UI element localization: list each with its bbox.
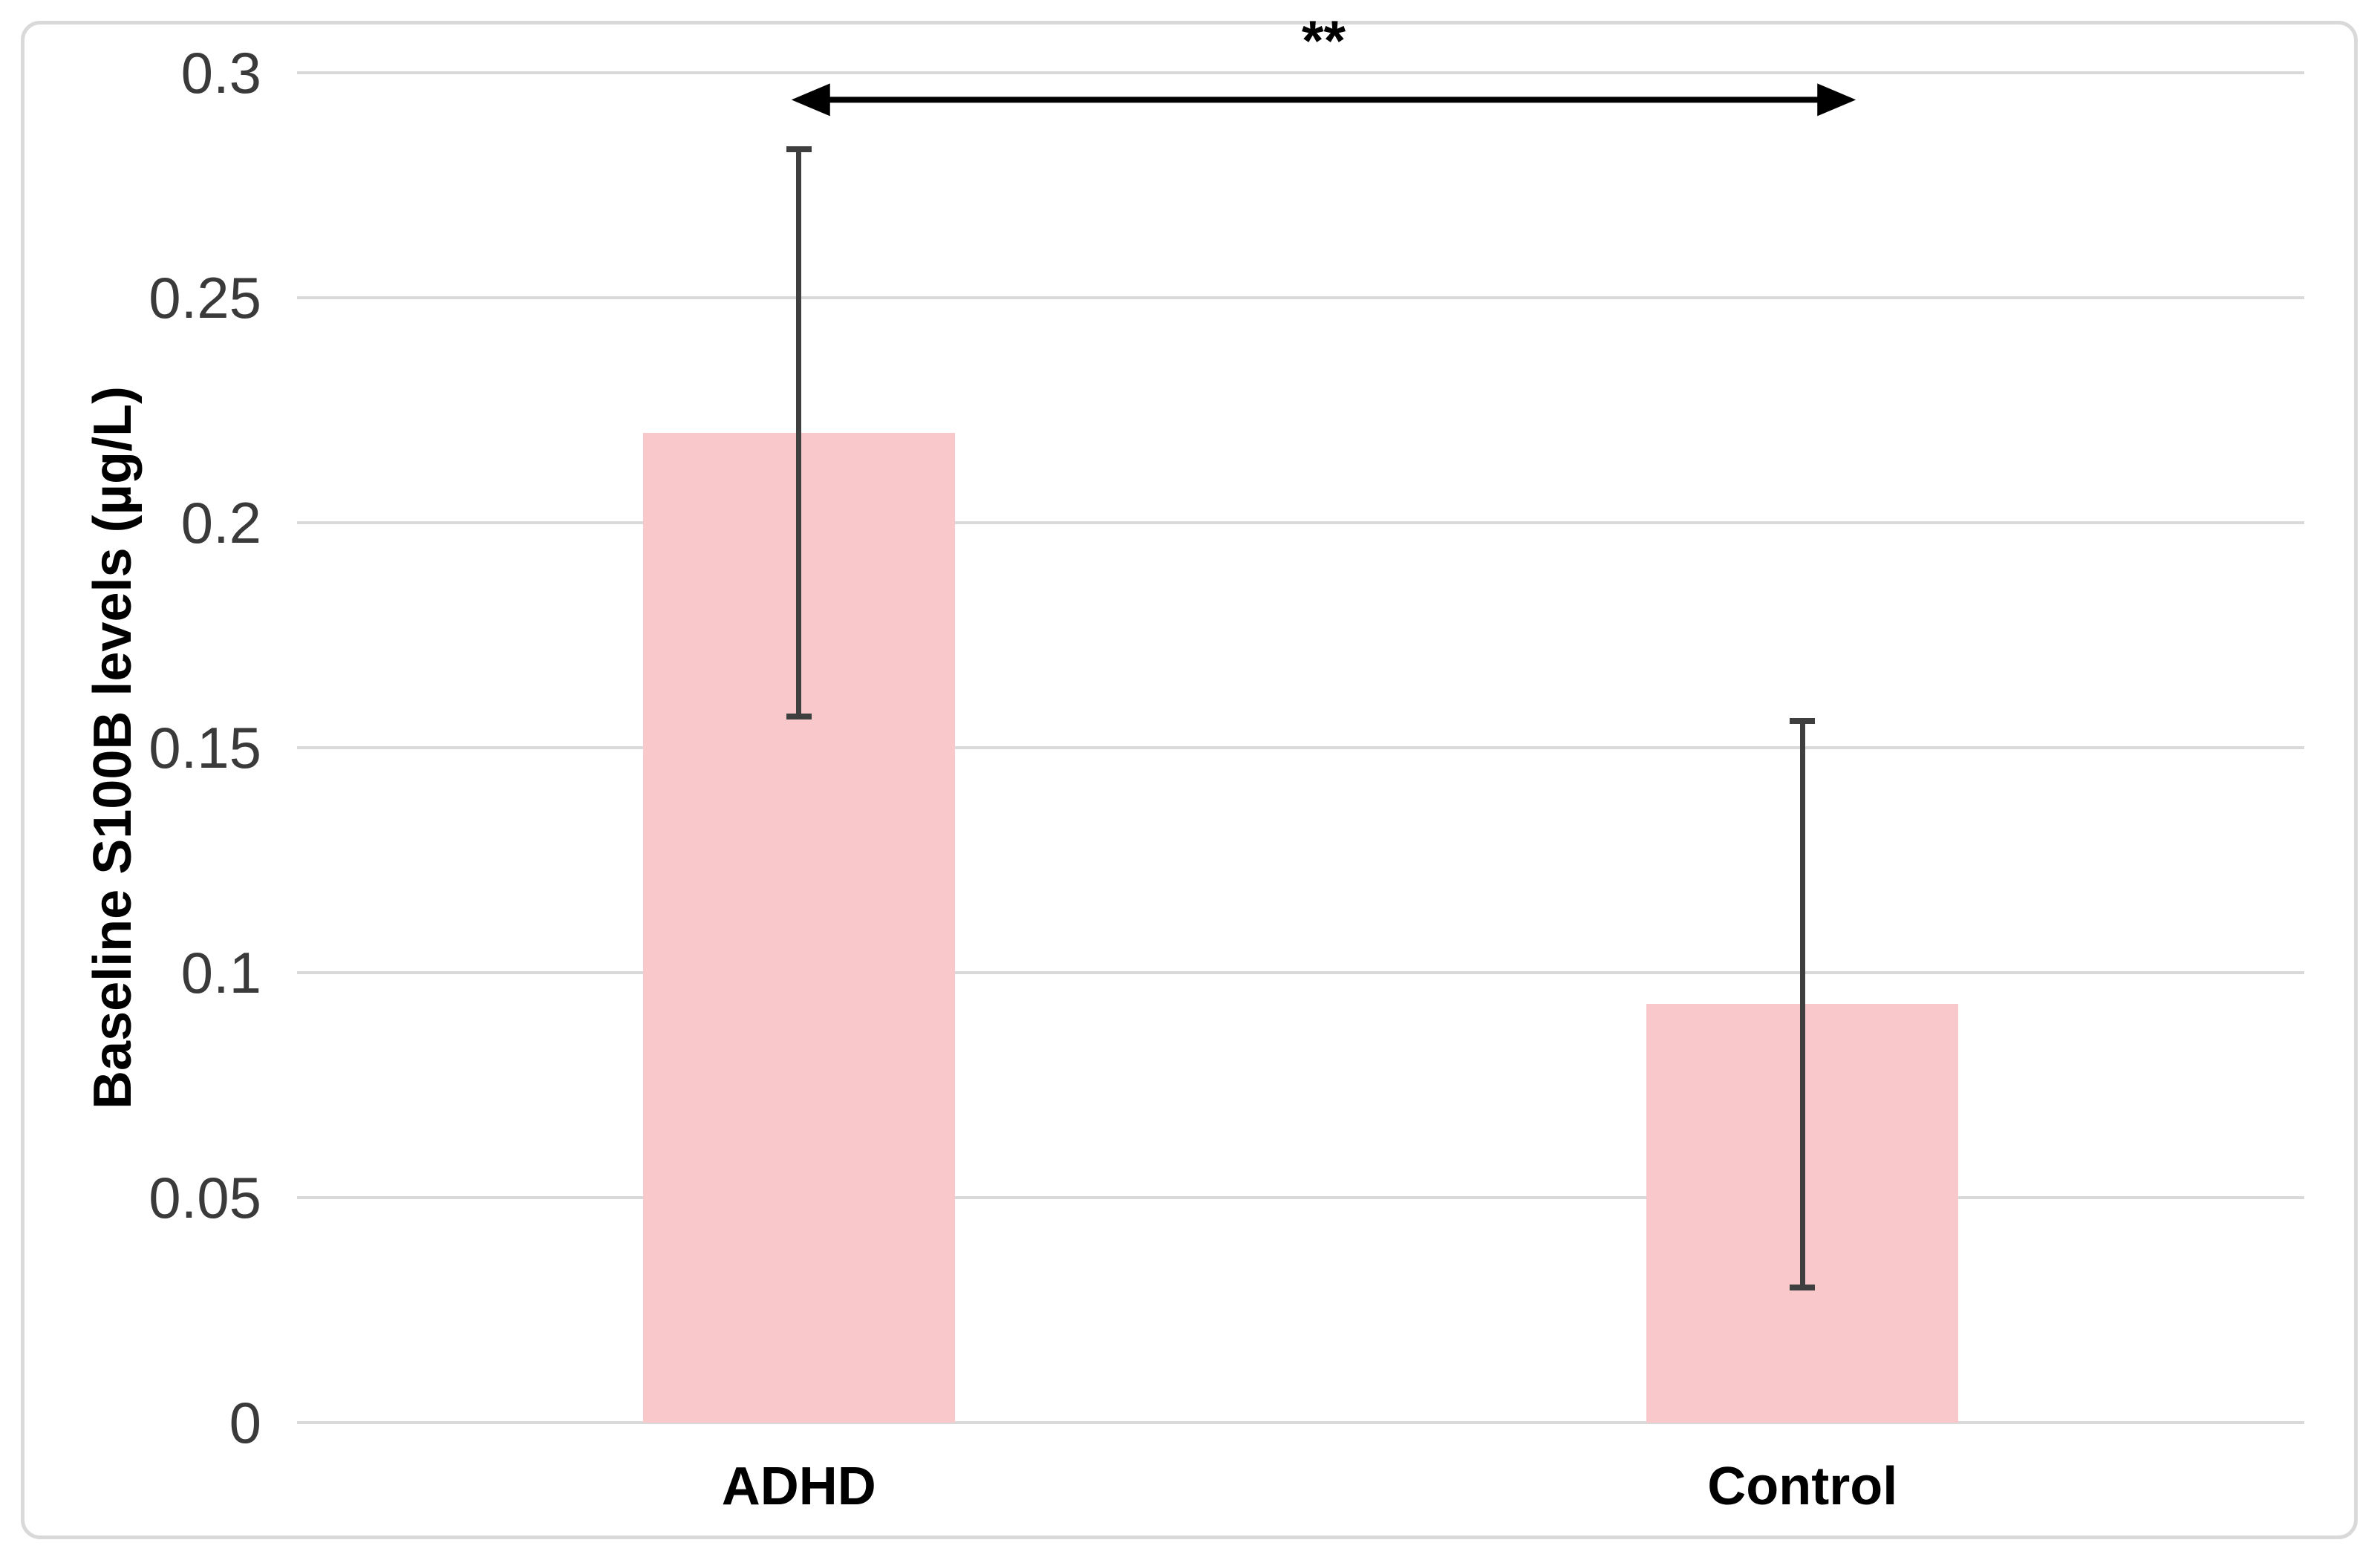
err-whisker-adhd [796,149,802,717]
y-tick-label-0.2: 0.2 [180,490,261,555]
gridline-0.3 [297,71,2304,74]
y-tick-label-0.1: 0.1 [180,940,261,1005]
gridline-0.2 [297,521,2304,524]
y-tick-label-0: 0 [229,1390,261,1455]
category-label-control: Control [1707,1457,1898,1516]
chart-frame [21,21,2358,1539]
gridline-0.1 [297,971,2304,974]
plot-area [297,71,2304,1424]
err-whisker-control [1799,720,1805,1288]
y-tick-label-0.15: 0.15 [149,715,261,780]
err-cap-bottom-adhd [786,713,812,719]
y-tick-label-0.05: 0.05 [149,1165,261,1230]
gridline-0.05 [297,1196,2304,1199]
err-cap-top-control [1790,717,1816,724]
gridline-0 [297,1421,2304,1424]
significance-stars: ** [1301,9,1346,73]
gridline-0.25 [297,296,2304,299]
gridline-0.15 [297,746,2304,749]
err-cap-bottom-control [1790,1285,1816,1291]
y-tick-label-0.25: 0.25 [149,265,261,330]
y-tick-label-0.3: 0.3 [180,40,261,105]
err-cap-top-adhd [786,146,812,153]
category-label-adhd: ADHD [721,1457,876,1516]
